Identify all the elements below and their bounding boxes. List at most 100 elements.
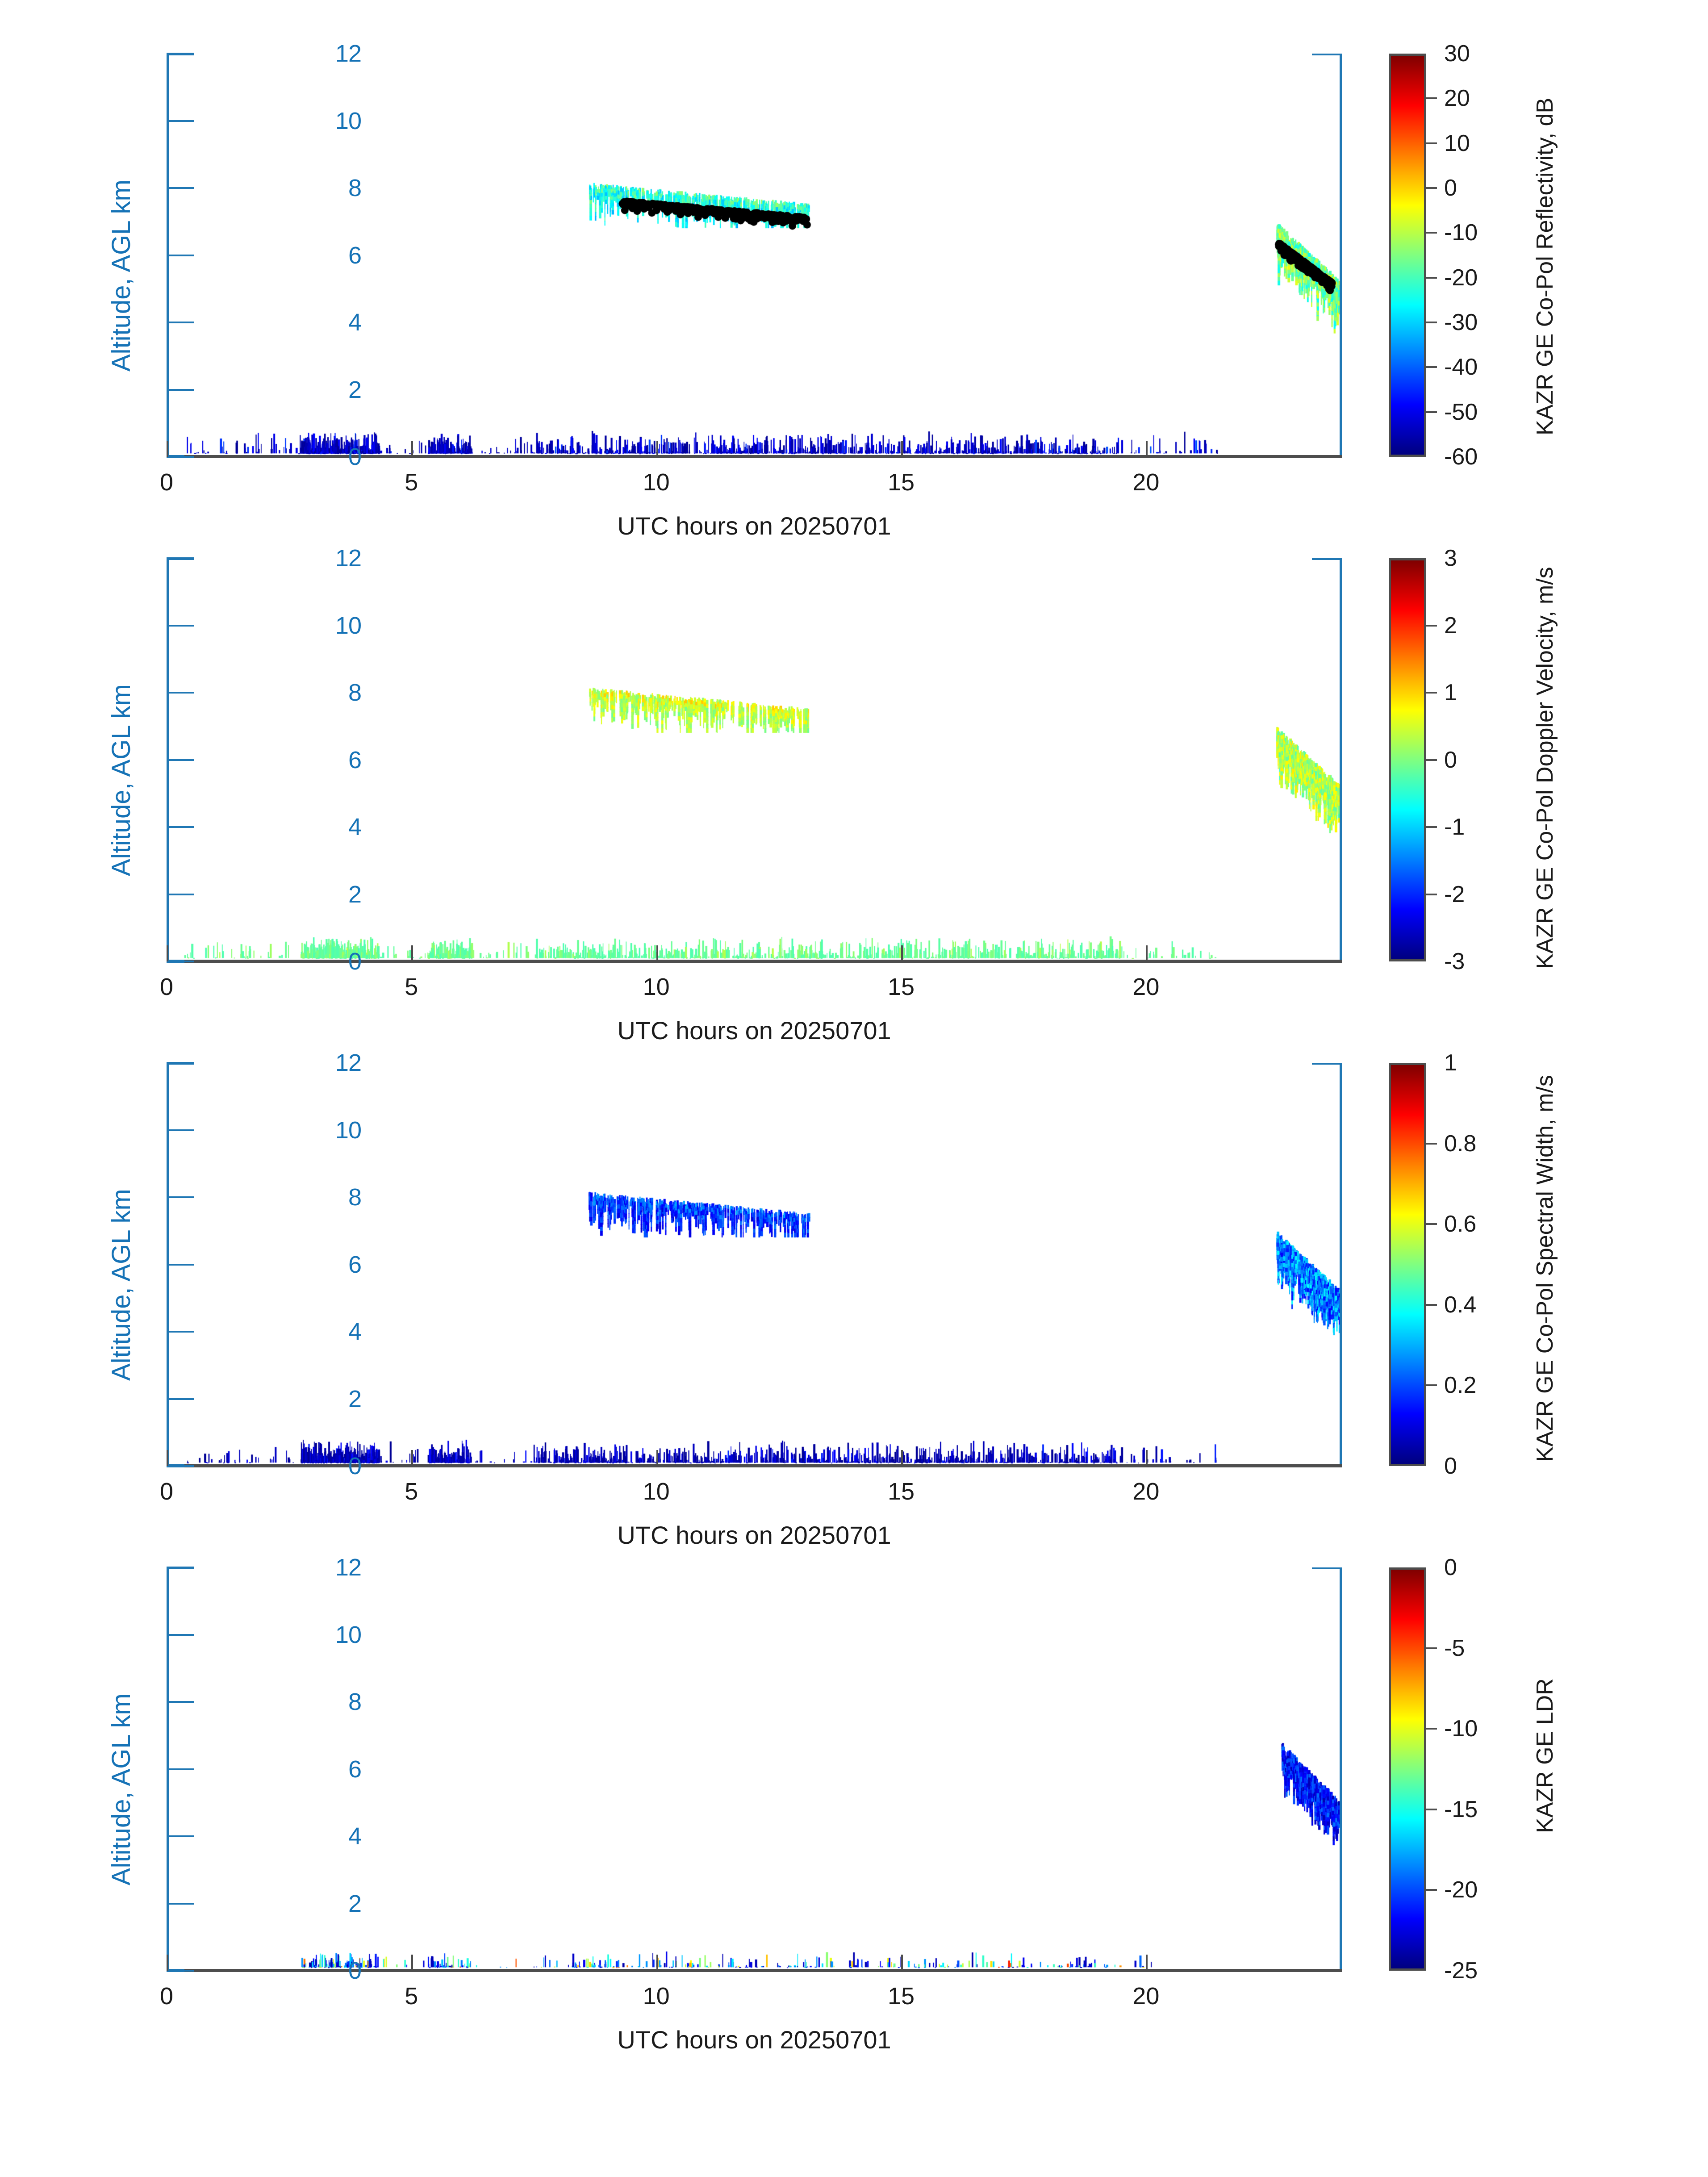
y-axis-tick-label: 0 bbox=[348, 1453, 362, 1479]
x-axis-tick bbox=[167, 441, 168, 457]
colorbar-tick bbox=[1426, 1142, 1437, 1145]
plot-data-area bbox=[169, 54, 1340, 455]
colorbar-tick-label: -20 bbox=[1444, 1877, 1478, 1903]
colorbar-tick-label: -10 bbox=[1444, 1716, 1478, 1742]
colorbar-tick-label: 0 bbox=[1444, 175, 1457, 201]
colorbar-tick bbox=[1426, 142, 1437, 144]
x-axis-tick-label: 15 bbox=[887, 1983, 915, 2010]
axis-spine bbox=[1340, 1063, 1342, 1466]
colorbar-tick-label: -15 bbox=[1444, 1796, 1478, 1822]
x-axis-tick-label: 10 bbox=[643, 974, 670, 1000]
x-axis-tick-label: 5 bbox=[405, 974, 418, 1000]
colorbar-tick bbox=[1426, 232, 1437, 234]
y-axis-tick bbox=[167, 1465, 194, 1467]
x-axis-tick bbox=[1146, 1450, 1148, 1466]
colorbar-title: KAZR GE Co-Pol Doppler Velocity, m/s bbox=[1532, 566, 1558, 969]
colorbar-tick-label: -25 bbox=[1444, 1958, 1478, 1984]
colorbar-title: KAZR GE LDR bbox=[1532, 1678, 1558, 1833]
colorbar-tick bbox=[1426, 1808, 1437, 1810]
x-axis-tick-label: 10 bbox=[643, 469, 670, 496]
y-axis-tick-label: 12 bbox=[335, 1049, 362, 1076]
x-axis-tick bbox=[411, 945, 413, 961]
colorbar-gradient bbox=[1389, 54, 1426, 457]
y-axis-tick-label: 4 bbox=[348, 1823, 362, 1850]
plot-data-area bbox=[169, 1063, 1340, 1464]
x-axis-tick-label: 20 bbox=[1132, 469, 1160, 496]
y-axis-title: Altitude, AGL km bbox=[107, 1693, 136, 1885]
plot-frame bbox=[167, 557, 1342, 963]
y-axis-tick-label: 10 bbox=[335, 612, 362, 639]
plot-data-area bbox=[169, 558, 1340, 960]
colorbar-tick bbox=[1426, 826, 1437, 828]
y-axis-title: Altitude, AGL km bbox=[107, 179, 136, 372]
colorbar-tick bbox=[1426, 893, 1437, 895]
y-axis-tick-label: 6 bbox=[348, 746, 362, 773]
colorbar-tick-label: -5 bbox=[1444, 1635, 1465, 1661]
x-axis-tick bbox=[901, 945, 903, 961]
radar-echo-raster bbox=[169, 1567, 1340, 1969]
colorbar-tick-label: -10 bbox=[1444, 220, 1478, 246]
x-axis-tick bbox=[901, 1450, 903, 1466]
colorbar-tick-label: 0.8 bbox=[1444, 1130, 1477, 1157]
y-axis-tick-label: 10 bbox=[335, 107, 362, 134]
y-axis-tick-label: 4 bbox=[348, 1318, 362, 1345]
x-axis-tick bbox=[411, 441, 413, 457]
x-axis-tick-label: 5 bbox=[405, 1478, 418, 1505]
x-axis-tick-label: 5 bbox=[405, 469, 418, 496]
x-axis-tick bbox=[1146, 945, 1148, 961]
colorbar-tick-label: 30 bbox=[1444, 41, 1470, 67]
panel-reflectivity: Altitude, AGL km 0 5 10 15 20 UTC hours on 202… bbox=[0, 27, 1708, 540]
axis-spine bbox=[1340, 558, 1342, 961]
y-axis-tick-label: 0 bbox=[348, 948, 362, 975]
colorbar-tick-label: 0.4 bbox=[1444, 1291, 1477, 1318]
x-axis-spine bbox=[167, 1969, 1342, 1972]
colorbar-tick-label: 0 bbox=[1444, 747, 1457, 773]
x-axis-title: UTC hours on 20250701 bbox=[617, 2026, 891, 2054]
colorbar-tick bbox=[1426, 366, 1437, 368]
x-axis-tick-label: 15 bbox=[887, 1478, 915, 1505]
radar-echo-raster bbox=[169, 1063, 1340, 1464]
y-axis-tick-label: 10 bbox=[335, 1621, 362, 1648]
x-axis-tick-label: 20 bbox=[1132, 1983, 1160, 2010]
y-axis-tick-label: 4 bbox=[348, 814, 362, 840]
panel-doppler-velocity: Altitude, AGL km 0 5 10 15 20 UTC hours on 202… bbox=[0, 531, 1708, 1045]
x-axis-tick-label: 15 bbox=[887, 469, 915, 496]
colorbar-tick bbox=[1426, 1647, 1437, 1649]
panel-spectral-width: Altitude, AGL km 0 5 10 15 20 UTC hours on 202… bbox=[0, 1036, 1708, 1549]
colorbar-tick bbox=[1426, 187, 1437, 189]
x-axis-tick bbox=[1146, 441, 1148, 457]
colorbar-tick bbox=[1426, 1304, 1437, 1306]
x-axis-title: UTC hours on 20250701 bbox=[617, 1016, 891, 1045]
colorbar-tick bbox=[1426, 276, 1437, 279]
x-axis-tick bbox=[656, 945, 658, 961]
y-axis-tick-label: 6 bbox=[348, 1251, 362, 1278]
y-axis-tick bbox=[167, 961, 194, 962]
x-axis-tick bbox=[167, 1450, 168, 1466]
colorbar-tick-label: 1 bbox=[1444, 680, 1457, 706]
y-axis-tick-label: 6 bbox=[348, 1755, 362, 1783]
plot-data-area bbox=[169, 1567, 1340, 1969]
plot-frame bbox=[167, 53, 1342, 458]
colorbar-tick-label: 3 bbox=[1444, 545, 1457, 571]
colorbar-gradient bbox=[1389, 1567, 1426, 1971]
x-axis-spine bbox=[167, 960, 1342, 963]
x-axis-tick-label: 20 bbox=[1132, 1478, 1160, 1505]
colorbar-tick bbox=[1426, 1728, 1437, 1730]
y-axis-tick-label: 2 bbox=[348, 1890, 362, 1917]
colorbar-tick bbox=[1426, 322, 1437, 323]
x-axis-tick-label: 0 bbox=[159, 1983, 174, 2010]
colorbar-tick-label: 20 bbox=[1444, 85, 1470, 112]
y-axis-tick-label: 2 bbox=[348, 1385, 362, 1412]
x-axis-tick-label: 20 bbox=[1132, 974, 1160, 1000]
colorbar-tick-label: 0 bbox=[1444, 1453, 1457, 1479]
x-axis-tick bbox=[411, 1450, 413, 1466]
x-axis-tick bbox=[167, 1955, 168, 1971]
x-axis-tick-label: 0 bbox=[159, 974, 174, 1000]
y-axis-title: Altitude, AGL km bbox=[107, 684, 136, 876]
colorbar-tick-label: -60 bbox=[1444, 444, 1478, 470]
y-axis-tick-label: 8 bbox=[348, 175, 362, 201]
colorbar-tick-label: 0.2 bbox=[1444, 1372, 1477, 1399]
axis-spine bbox=[1340, 54, 1342, 457]
colorbar-title: KAZR GE Co-Pol Reflectivity, dB bbox=[1532, 97, 1558, 435]
